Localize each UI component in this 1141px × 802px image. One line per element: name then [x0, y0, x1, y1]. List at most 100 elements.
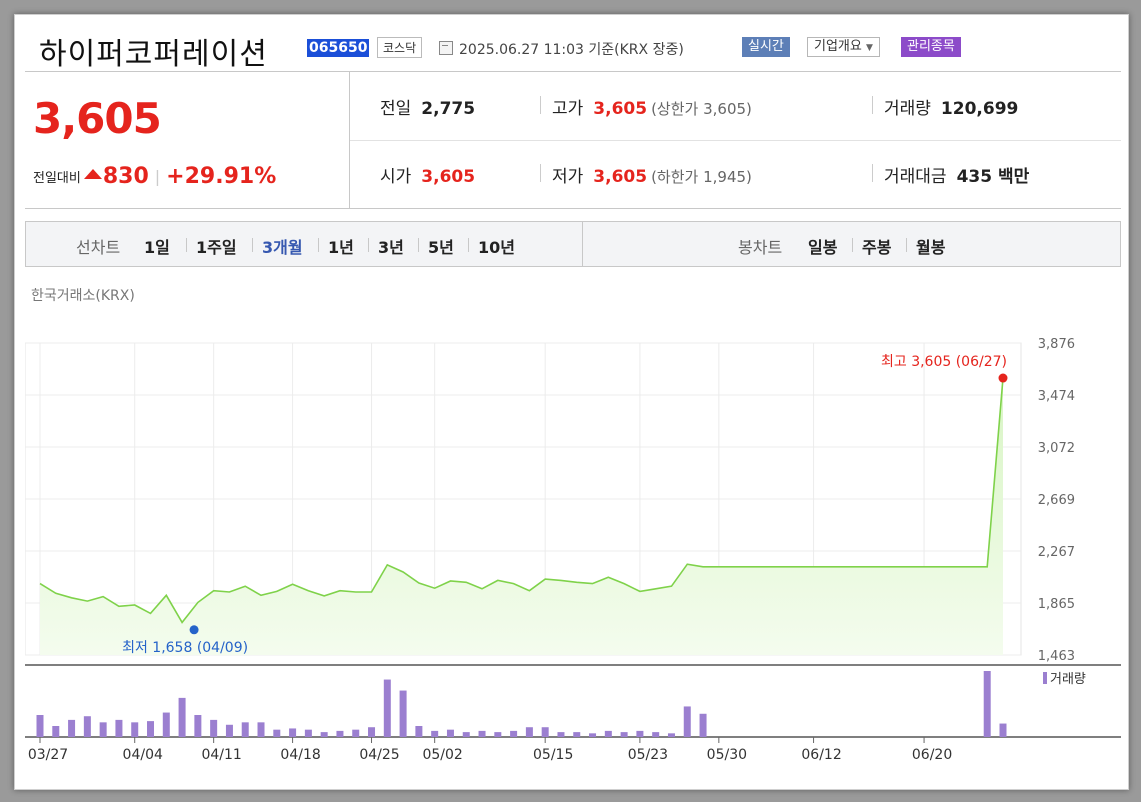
chevron-down-icon: ▼ [865, 43, 873, 53]
low-marker [189, 625, 199, 635]
market-badge: 코스닥 [377, 37, 423, 58]
y-tick-label: 1,865 [1038, 597, 1075, 612]
high-annotation: 최고 3,605 (06/27) [881, 354, 1007, 370]
volume-bar [178, 697, 186, 737]
x-tick-label: 05/30 [707, 747, 747, 763]
company-info-dropdown[interactable]: 기업개요 ▼ [807, 37, 880, 57]
volume-bar [415, 726, 423, 737]
tab-1week[interactable]: 1주일 [196, 238, 237, 257]
stock-panel-frame: 하이퍼코퍼레이션 065650 코스닥 2025.06.27 11:03 기준(… [14, 14, 1129, 790]
volume: 거래량 120,699 [884, 99, 1019, 119]
x-tick-label: 05/02 [422, 747, 462, 763]
volume-bar [478, 730, 486, 737]
exchange-label: 한국거래소(KRX) [31, 288, 135, 304]
volume-bar [494, 732, 502, 737]
change-row: 전일대비 830 | +29.91% [33, 164, 276, 190]
volume-bar [541, 727, 549, 737]
current-price-box: 3,605 전일대비 830 | +29.91% [25, 72, 350, 208]
company-info-label: 기업개요 [814, 39, 862, 54]
volume-bar [241, 722, 249, 737]
tab-daily[interactable]: 일봉 [808, 238, 838, 257]
stock-code: 065650 [307, 39, 370, 57]
low-price: 저가 3,605 (하한가 1,945) [552, 167, 752, 187]
volume-bar [557, 732, 565, 737]
tab-weekly[interactable]: 주봉 [862, 238, 892, 257]
up-arrow-icon [83, 168, 102, 179]
volume-bars [25, 664, 1121, 738]
volume-bar [525, 727, 533, 737]
annotations: 최고 3,605 (06/27) 최저 1,658 (04/09) [122, 354, 1008, 656]
volume-bar [257, 722, 265, 737]
volume-bar [589, 733, 597, 737]
change-percent: +29.91% [166, 164, 277, 189]
volume-bar [667, 733, 675, 737]
volume-bar [273, 729, 281, 737]
managed-stock-badge[interactable]: 관리종목 [901, 37, 961, 57]
tab-10year[interactable]: 10년 [478, 238, 515, 257]
tab-5year[interactable]: 5년 [428, 238, 454, 257]
stock-header: 하이퍼코퍼레이션 065650 코스닥 2025.06.27 11:03 기준(… [25, 29, 1121, 73]
volume-bar [983, 671, 991, 737]
y-tick-label: 1,463 [1038, 649, 1075, 664]
high-marker [998, 373, 1008, 383]
volume-bar [683, 706, 691, 737]
price-row-1: 전일 2,775 고가 3,605 (상한가 3,605) 거래량 120,699 [350, 72, 1121, 141]
price-details: 전일 2,775 고가 3,605 (상한가 3,605) 거래량 120,699 시가… [350, 72, 1121, 208]
tab-monthly[interactable]: 월봉 [916, 238, 946, 257]
prev-close: 전일 2,775 [380, 99, 476, 119]
volume-bar [636, 730, 644, 737]
volume-bar [620, 732, 628, 737]
company-name: 하이퍼코퍼레이션 [39, 37, 268, 72]
volume-bar [99, 722, 107, 737]
x-tick-label: 04/25 [359, 747, 399, 763]
tab-1day[interactable]: 1일 [144, 238, 170, 257]
tab-3year[interactable]: 3년 [378, 238, 404, 257]
x-tick-label: 06/12 [801, 747, 841, 763]
volume-legend-label: 거래량 [1050, 672, 1086, 687]
realtime-button[interactable]: 실시간 [742, 37, 790, 57]
volume-bar [115, 719, 123, 737]
volume-bar [210, 719, 218, 737]
x-axis: 03/27 04/04 04/11 04/18 04/25 05/02 05/15 05/23… [28, 737, 952, 763]
line-chart-label: 선차트 [76, 238, 121, 257]
volume-bar [194, 715, 202, 737]
y-tick-label: 3,474 [1038, 389, 1075, 404]
tab-1year[interactable]: 1년 [328, 238, 354, 257]
volume-bar [652, 732, 660, 737]
x-tick-label: 04/18 [280, 747, 320, 763]
low-annotation: 최저 1,658 (04/09) [122, 640, 248, 656]
price-summary: 3,605 전일대비 830 | +29.91% 전일 2,775 고가 3,605 (상한… [25, 71, 1121, 209]
volume-bar [368, 727, 376, 737]
volume-bar [999, 723, 1007, 737]
y-tick-label: 2,669 [1038, 493, 1075, 508]
volume-bar [225, 724, 233, 737]
volume-bar [162, 712, 170, 737]
volume-bar [320, 732, 328, 737]
volume-bar [446, 729, 454, 737]
y-tick-label: 3,072 [1038, 441, 1075, 456]
volume-bar [289, 728, 297, 737]
x-tick-label: 06/20 [912, 747, 952, 763]
volume-bar [352, 729, 360, 737]
volume-bar [68, 719, 76, 737]
tab-3month[interactable]: 3개월 [262, 238, 303, 257]
price-line [39, 377, 1004, 624]
volume-bar [431, 730, 439, 737]
price-chart: 3,876 3,474 3,072 2,669 2,267 1,865 1,463 최고 3… [25, 337, 1121, 763]
volume-bar [83, 716, 91, 737]
change-value: 830 [102, 164, 149, 189]
high-price: 고가 3,605 (상한가 3,605) [552, 99, 752, 119]
y-axis: 3,876 3,474 3,072 2,669 2,267 1,865 1,463 [1038, 337, 1075, 664]
current-price: 3,605 [33, 94, 162, 143]
volume-bar [131, 722, 139, 737]
volume-bar [699, 713, 707, 737]
volume-legend-swatch [1043, 672, 1047, 684]
x-tick-label: 04/11 [201, 747, 241, 763]
separator: | [154, 167, 161, 186]
volume-bar [604, 730, 612, 737]
calendar-icon [439, 41, 453, 55]
x-tick-label: 04/04 [123, 747, 163, 763]
x-tick-label: 03/27 [28, 747, 68, 763]
stock-panel: 하이퍼코퍼레이션 065650 코스닥 2025.06.27 11:03 기준(… [25, 15, 1121, 775]
x-tick-label: 05/23 [628, 747, 668, 763]
